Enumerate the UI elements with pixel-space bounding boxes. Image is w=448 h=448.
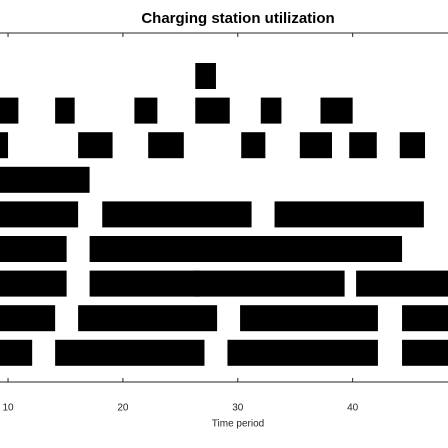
bar-segment: [241, 132, 266, 159]
chart-title: Charging station utilization: [141, 10, 334, 27]
bar-segment: [78, 132, 113, 159]
bar-segment: [399, 132, 426, 159]
bar-segment: [148, 132, 184, 159]
bar-segment: [0, 236, 67, 262]
bar-segment: [240, 305, 378, 332]
bar-segment: [89, 236, 200, 262]
bar-segment: [0, 270, 67, 297]
bar-segment: [274, 201, 424, 228]
bar-segment: [134, 97, 158, 124]
x-tick-label: 30: [232, 403, 244, 414]
bar-segment: [0, 305, 56, 332]
bar-segment: [227, 339, 378, 366]
bar-segment: [260, 97, 282, 124]
bar-segment: [55, 97, 75, 124]
bar-segment: [0, 201, 79, 228]
bar-segment: [194, 236, 275, 262]
bar-segment: [194, 270, 345, 297]
bar-segment: [102, 201, 252, 228]
x-tick-label: 10: [2, 403, 14, 414]
bar-segment: [299, 132, 332, 159]
bar-segment: [78, 305, 218, 332]
bar-segment: [55, 339, 205, 366]
x-tick-label: 40: [347, 403, 359, 414]
bar-segment: [273, 236, 403, 262]
bar-segment: [195, 97, 230, 124]
bar-segment: [0, 166, 90, 193]
x-axis-label: Time period: [212, 419, 264, 430]
bar-segment: [0, 132, 9, 159]
x-tick-label: 20: [117, 403, 129, 414]
bar-segment: [320, 97, 353, 124]
bar-segment: [89, 270, 200, 297]
bar-segment: [402, 339, 448, 366]
bar-segment: [195, 63, 216, 89]
bar-segment: [349, 132, 377, 159]
bar-segment: [0, 339, 33, 366]
bar-segment: [356, 270, 448, 297]
bar-segment: [402, 305, 448, 332]
bar-segment: [0, 97, 19, 124]
